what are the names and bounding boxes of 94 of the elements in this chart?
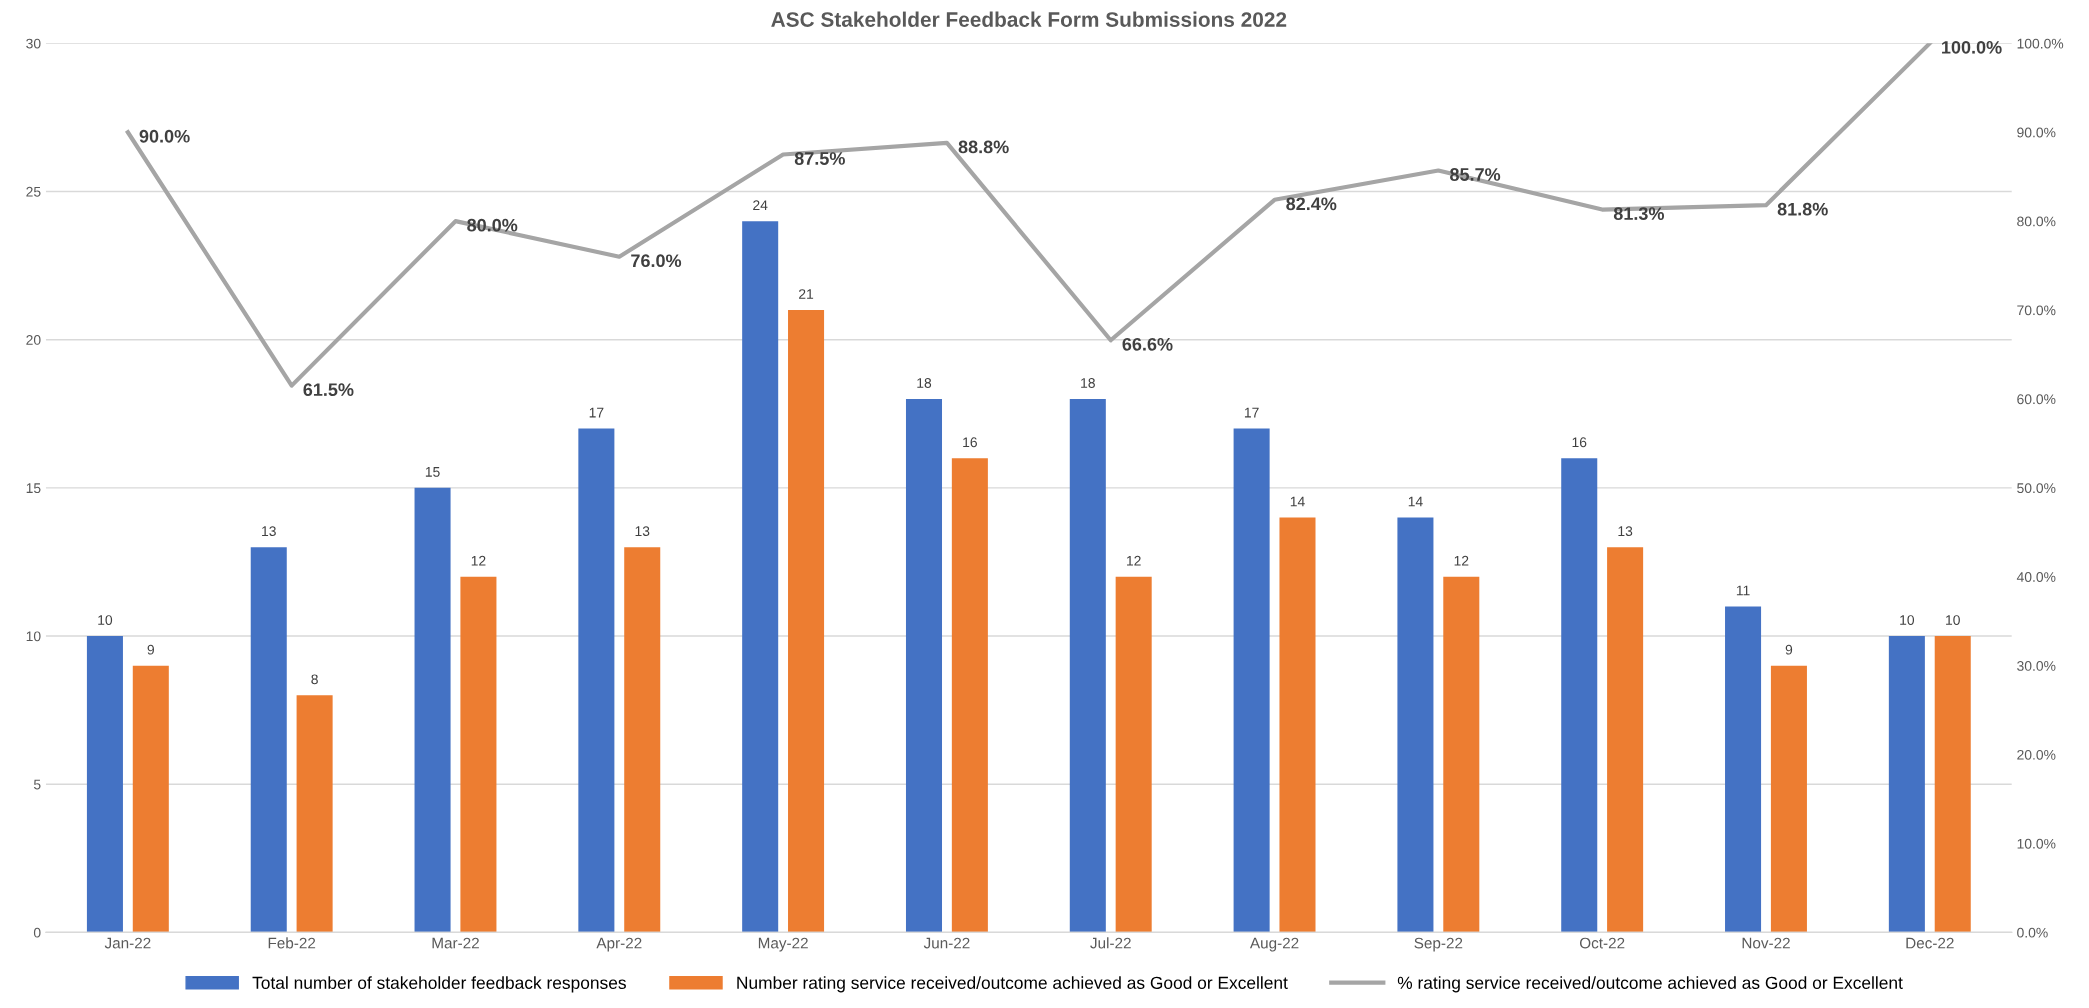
x-tick-label: Jul-22 xyxy=(1090,937,1131,949)
data-label: 88.8% xyxy=(958,140,1009,154)
bar xyxy=(250,547,287,933)
data-label: 18 xyxy=(917,378,932,388)
data-label: 9 xyxy=(147,644,154,655)
data-label: 90.0% xyxy=(139,129,190,143)
bar xyxy=(1770,665,1807,933)
bar xyxy=(624,547,661,933)
bar xyxy=(1397,517,1434,933)
bar xyxy=(1443,576,1480,933)
y-tick-label: 5 xyxy=(33,779,41,790)
x-tick-label: Nov-22 xyxy=(1742,937,1790,949)
y2-tick-label: 90.0% xyxy=(2017,127,2056,138)
legend-label: Number rating service received/outcome achieved as Good or Excellent xyxy=(737,976,1288,993)
bar xyxy=(86,636,123,933)
data-label: 61.5% xyxy=(303,383,354,397)
data-label: 82.4% xyxy=(1286,197,1337,211)
data-label: 81.3% xyxy=(1613,207,1665,221)
bar xyxy=(1233,428,1270,933)
y-tick-label: 15 xyxy=(26,483,41,494)
x-tick-label: Jan-22 xyxy=(104,937,151,949)
bar xyxy=(951,458,988,933)
data-label: 18 xyxy=(1081,378,1095,388)
y2-tick-label: 10.0% xyxy=(2017,838,2056,849)
data-label: 13 xyxy=(635,526,650,537)
x-tick-label: Sep-22 xyxy=(1414,937,1463,952)
data-label: 16 xyxy=(1572,437,1587,448)
x-tick-label: Dec-22 xyxy=(1906,937,1954,949)
data-label: 21 xyxy=(799,289,814,299)
data-label: 10 xyxy=(1946,615,1960,625)
y2-tick-label: 80.0% xyxy=(2017,216,2056,227)
bar xyxy=(1888,636,1925,933)
y-tick-label: 30 xyxy=(26,38,41,49)
y2-tick-label: 0.0% xyxy=(2017,927,2048,938)
bar xyxy=(1069,398,1106,933)
data-label: 13 xyxy=(262,526,276,537)
x-tick-label: Jun-22 xyxy=(923,937,970,949)
data-label: 17 xyxy=(1244,407,1259,418)
y-tick-label: 10 xyxy=(26,631,41,642)
data-label: 12 xyxy=(1127,555,1141,566)
x-tick-label: Feb-22 xyxy=(268,937,316,949)
data-label: 76.0% xyxy=(631,254,682,268)
data-label: 14 xyxy=(1290,496,1305,507)
bar xyxy=(788,310,825,933)
bar xyxy=(296,695,333,933)
y2-tick-label: 100.0% xyxy=(2017,38,2064,49)
bar xyxy=(132,665,169,933)
x-tick-label: Mar-22 xyxy=(432,937,479,949)
data-label: 12 xyxy=(1454,555,1469,566)
data-label: 13 xyxy=(1618,526,1633,537)
y2-tick-label: 50.0% xyxy=(2017,483,2056,494)
data-label: 15 xyxy=(425,467,440,477)
x-tick-label: Apr-22 xyxy=(596,937,642,952)
y-tick-label: 25 xyxy=(26,186,41,197)
data-label: 81.8% xyxy=(1777,202,1828,216)
bar xyxy=(578,428,615,933)
bar xyxy=(1279,517,1316,933)
y-tick-label: 0 xyxy=(33,927,41,938)
data-label: 100.0% xyxy=(1942,40,2002,54)
bar xyxy=(1934,636,1971,933)
bar xyxy=(460,576,497,933)
data-label: 66.6% xyxy=(1122,337,1173,351)
data-label: 87.5% xyxy=(794,152,845,165)
data-label: 10 xyxy=(1900,615,1915,625)
bar xyxy=(414,487,451,933)
x-tick-label: May-22 xyxy=(758,937,808,952)
data-label: 17 xyxy=(589,407,604,418)
bar xyxy=(1561,458,1598,933)
x-tick-label: Oct-22 xyxy=(1579,937,1625,949)
x-tick-label: Aug-22 xyxy=(1249,937,1299,952)
bar xyxy=(1607,547,1644,933)
data-label: 10 xyxy=(98,615,113,625)
legend-label: Total number of stakeholder feedback responses xyxy=(252,976,626,993)
data-label: 85.7% xyxy=(1450,168,1501,181)
data-label: 11 xyxy=(1736,585,1750,596)
y2-tick-label: 60.0% xyxy=(2017,394,2056,405)
data-label: 24 xyxy=(753,200,768,210)
data-label: 14 xyxy=(1408,496,1423,507)
bar xyxy=(1725,606,1762,933)
data-label: 12 xyxy=(471,555,486,566)
bar xyxy=(1115,576,1152,933)
bar xyxy=(742,221,779,933)
chart-title: ASC Stakeholder Feedback Form Submissions 2022 xyxy=(771,11,1287,27)
y2-tick-label: 20.0% xyxy=(2017,749,2056,760)
bar xyxy=(905,398,943,933)
legend-label: % rating service received/outcome achieved as Good or Excellent xyxy=(1397,976,1903,993)
y-tick-label: 20 xyxy=(26,335,41,345)
y2-tick-label: 70.0% xyxy=(2017,305,2056,316)
y2-tick-label: 30.0% xyxy=(2017,661,2056,671)
data-label: 9 xyxy=(1785,644,1793,655)
data-label: 8 xyxy=(311,674,318,685)
data-label: 16 xyxy=(963,437,977,448)
y2-tick-label: 40.0% xyxy=(2016,572,2056,582)
data-label: 80.0% xyxy=(467,218,518,232)
